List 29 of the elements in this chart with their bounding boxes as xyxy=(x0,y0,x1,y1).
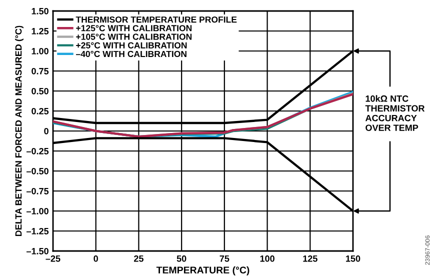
y-tick-label: –0.50 xyxy=(26,168,48,174)
legend-label: +25°C WITH CALIBRATION xyxy=(76,42,187,48)
y-tick-label: –1.25 xyxy=(26,228,49,234)
x-axis-title: TEMPERATURE (°C) xyxy=(156,266,250,276)
x-tick-label: 100 xyxy=(260,255,274,262)
legend-label: THERMISOR TEMPERATURE PROFILE xyxy=(76,16,237,23)
text: 10kΩ NTC THERMISTOR ACCURACY OVER TEMP xyxy=(365,95,425,131)
y-tick-label: –1.50 xyxy=(26,248,48,254)
y-tick-label: 1.25 xyxy=(32,28,49,34)
y-tick-label: 0.25 xyxy=(32,108,49,114)
x-tick-label: 75 xyxy=(220,256,230,262)
y-tick-label: 0 xyxy=(44,128,48,134)
x-tick-label: 50 xyxy=(176,255,186,262)
legend-label: –40°C WITH CALIBRATION xyxy=(76,50,186,58)
y-tick-label: 1.00 xyxy=(32,48,48,54)
y-axis-title: DELTA BETWEEN FORCED AND MEASURED (°C) xyxy=(15,26,24,236)
legend-label: +125°C WITH CALIBRATION xyxy=(76,25,192,32)
y-tick-label: 1.50 xyxy=(32,8,48,14)
y-tick-label: –0.75 xyxy=(26,188,49,194)
y-tick-label: –0.25 xyxy=(26,148,49,154)
x-tick-label: 25 xyxy=(134,255,144,262)
y-tick-label: 0.75 xyxy=(32,68,49,74)
x-tick-label: 150 xyxy=(346,255,360,262)
x-tick-label: 0 xyxy=(94,255,98,262)
legend-label: +105°C WITH CALIBRATION xyxy=(76,34,192,40)
y-tick-label: –1.00 xyxy=(26,208,48,214)
y-tick-label: 0.50 xyxy=(32,88,48,94)
x-tick-label: –25 xyxy=(46,255,60,262)
x-tick-label: 125 xyxy=(303,255,318,262)
